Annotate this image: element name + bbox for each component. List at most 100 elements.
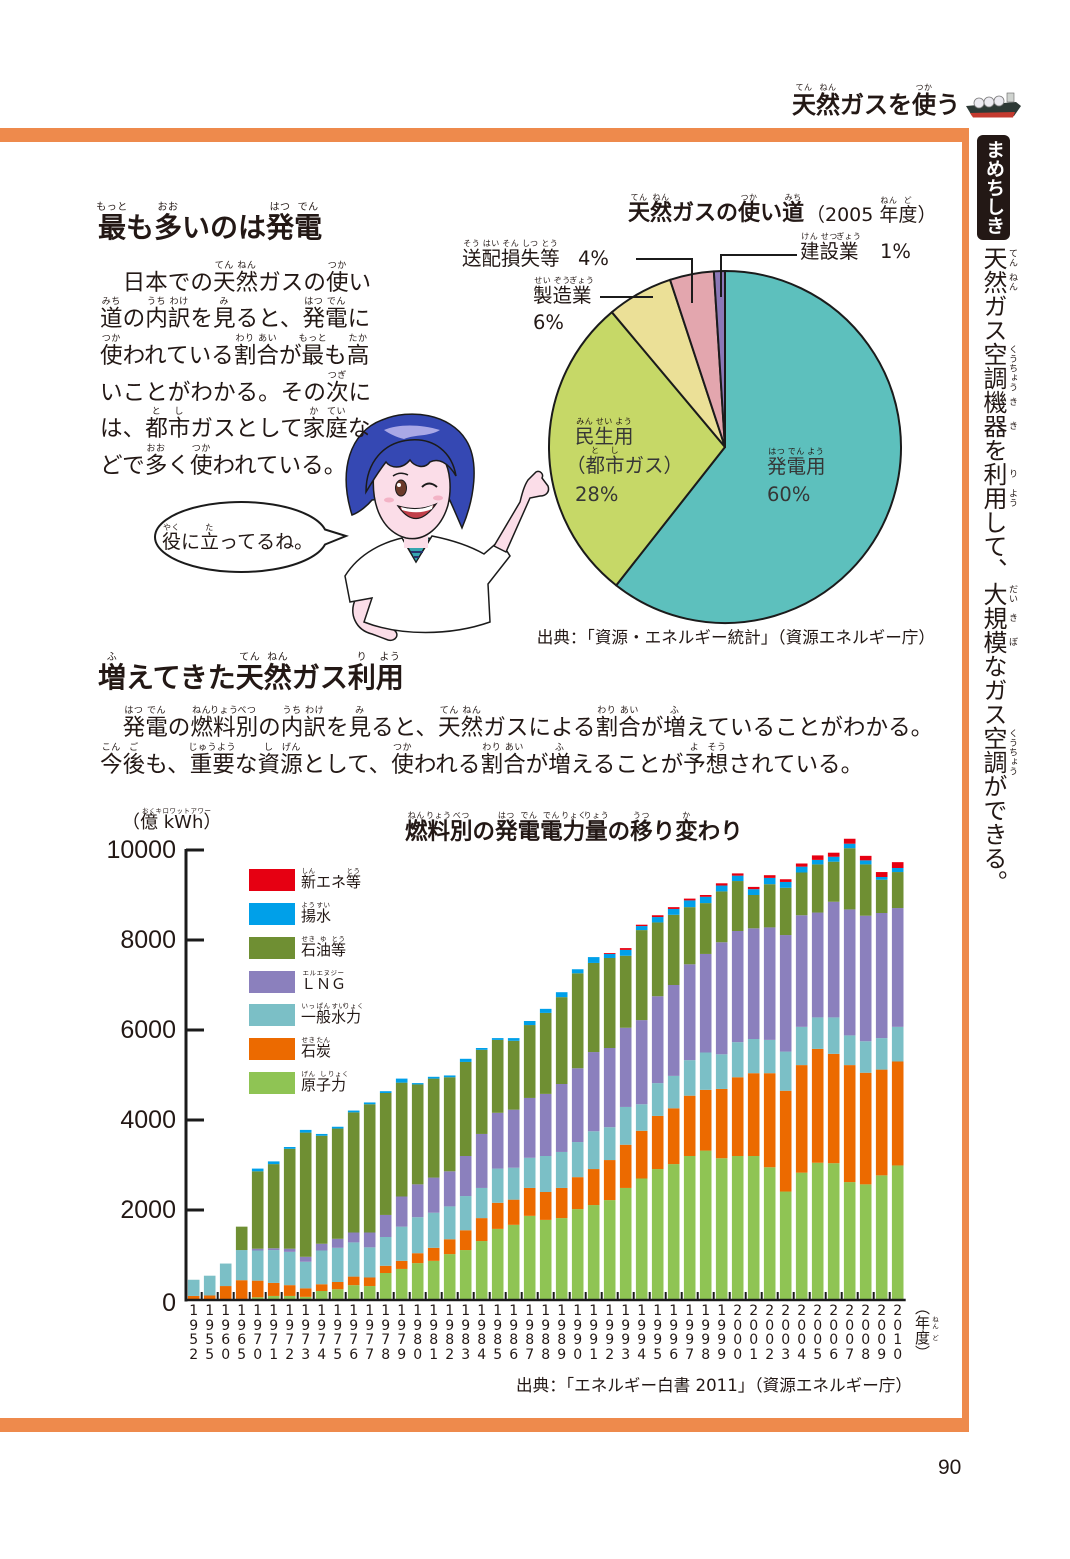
x-tick-digit: 5 xyxy=(333,1346,343,1363)
furigana: つか xyxy=(915,83,933,92)
ruby-base: 器き xyxy=(979,414,1017,438)
furigana: おお xyxy=(157,202,179,213)
ruby-base: 増ふ xyxy=(663,705,686,741)
pie-slice xyxy=(712,269,726,448)
bar-segment xyxy=(267,1282,280,1296)
bar-segment xyxy=(411,1253,424,1264)
bar-segment xyxy=(715,883,728,886)
ruby-base: 増ふ xyxy=(98,652,127,694)
x-tick-digit: 6 xyxy=(669,1346,679,1363)
furigana: とう xyxy=(331,935,346,943)
furigana: ぞう xyxy=(553,276,571,285)
bar-segment xyxy=(555,997,568,1084)
bar-segment xyxy=(763,1167,776,1300)
bar-segment xyxy=(811,1162,824,1300)
furigana: でん xyxy=(787,447,805,456)
bar-segment xyxy=(491,1039,504,1113)
bar-segment xyxy=(251,1168,264,1172)
pie-label-transmission-loss: 送そう配はい損そん失しつ等とう xyxy=(462,240,560,269)
furigana: き xyxy=(1007,613,1017,623)
frame-right-border xyxy=(962,128,969,1432)
ruby-base: 然ねん xyxy=(650,193,673,226)
x-tick-digit: 8 xyxy=(413,1332,423,1349)
furigana: でん xyxy=(542,811,560,820)
x-tick-digit: 2 xyxy=(765,1303,775,1319)
furigana: もっと xyxy=(298,333,328,344)
ruby-base: 電でん xyxy=(145,705,168,741)
x-tick-digit: 7 xyxy=(365,1332,375,1349)
furigana: ねん xyxy=(267,652,289,663)
x-tick-digit: 9 xyxy=(477,1317,487,1334)
bar-segment xyxy=(395,1078,408,1083)
bar-segment xyxy=(443,1239,456,1255)
furigana: わり xyxy=(482,742,502,753)
bar-segment xyxy=(827,856,840,862)
ruby-base: 内うち xyxy=(145,297,168,333)
furigana: はつ xyxy=(768,447,786,456)
girl-teeth xyxy=(401,505,433,513)
bar-segment xyxy=(363,1286,376,1300)
x-tick-digit: 1 xyxy=(461,1303,471,1319)
x-tick-digit: 7 xyxy=(685,1346,695,1363)
x-tick-digit: 2 xyxy=(861,1303,871,1319)
x-tick-digit: 5 xyxy=(237,1346,247,1363)
girl-neck xyxy=(404,530,428,548)
x-tick-digit: 1 xyxy=(285,1303,295,1319)
legend-swatch-lng xyxy=(249,971,295,993)
bar-segment xyxy=(475,1218,488,1242)
pie-value-residential: 28% xyxy=(575,483,619,506)
bar-segment xyxy=(779,887,792,936)
bar-segment xyxy=(315,1284,328,1291)
x-tick-digit: 1 xyxy=(269,1346,279,1363)
legend-label-new-energy: 新しん エネ等 とう xyxy=(301,867,362,891)
furigana: でん xyxy=(297,202,319,213)
bar-segment xyxy=(667,914,680,985)
bar-segment xyxy=(379,1214,392,1237)
furigana: し xyxy=(264,742,274,753)
furigana: てん xyxy=(214,260,234,271)
bar-segment xyxy=(219,1263,232,1287)
bar-segment xyxy=(683,898,696,901)
ruby-base: 建けん xyxy=(800,232,820,263)
furigana: ねん xyxy=(1007,272,1017,292)
bar-segment xyxy=(459,1156,472,1197)
bar-segment xyxy=(715,1088,728,1159)
speech-bubble-text: 役やく に立たってるね。 xyxy=(162,523,314,553)
bar-segment xyxy=(715,1158,728,1300)
bar-segment xyxy=(331,1282,344,1290)
bar-segment xyxy=(571,1209,584,1300)
bar-segment xyxy=(251,1171,264,1249)
furigana: じゅうよう xyxy=(188,742,237,753)
furigana: よう xyxy=(379,652,401,663)
x-tick-digit: 2 xyxy=(605,1346,615,1363)
bar-segment xyxy=(587,1169,600,1206)
bar-segment xyxy=(347,1232,360,1243)
furigana: げん xyxy=(281,742,301,753)
bar-segment xyxy=(859,855,872,861)
ruby-base: 機き xyxy=(979,390,1017,414)
ruby-base: 然ねん xyxy=(263,652,292,694)
bar-segment xyxy=(619,1144,632,1188)
bar-segment xyxy=(859,864,872,916)
bar-segment xyxy=(811,855,824,860)
ruby-base: ＬＮＧ エルエヌジー xyxy=(301,969,347,993)
x-tick-digit: 8 xyxy=(429,1332,439,1349)
ruby-base: 割わり xyxy=(480,742,504,778)
bar-segment xyxy=(235,1250,248,1281)
pie-chart-year: （2005 年ねん度ど） xyxy=(806,196,937,226)
x-tick-digit: 2 xyxy=(845,1303,855,1319)
x-tick-digit: 1 xyxy=(237,1303,247,1319)
x-tick-digit: 9 xyxy=(717,1346,727,1363)
legend-label-nuclear: 原げん子し力りょく xyxy=(301,1071,349,1093)
bar-segment xyxy=(395,1260,408,1269)
x-tick-digit: 1 xyxy=(893,1332,903,1349)
bar-segment xyxy=(283,1285,296,1296)
